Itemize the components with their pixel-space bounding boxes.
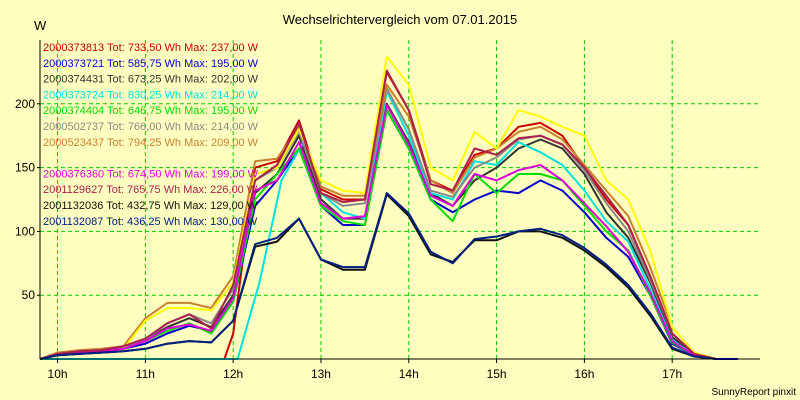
x-tick-label: 17h — [662, 367, 682, 381]
x-tick-label: 16h — [574, 367, 594, 381]
y-tick-label: 50 — [22, 288, 36, 302]
x-tick-label: 10h — [48, 367, 68, 381]
y-tick-label: 100 — [15, 224, 35, 238]
legend-entry: 2001132036 Tot: 432,75 Wh Max: 129,00 W — [43, 200, 258, 212]
footer-credit: SunnyReport pinxit — [712, 387, 797, 398]
legend-entry: 2000502737 Tot: 766,00 Wh Max: 214,00 W — [43, 121, 259, 133]
x-tick-label: 12h — [223, 367, 243, 381]
legend-entry: 2000373724 Tot: 830,25 Wh Max: 214,00 W — [43, 89, 259, 101]
y-axis-label: W — [34, 18, 47, 33]
y-tick-label: 200 — [15, 97, 35, 111]
chart-title: Wechselrichtervergleich vom 07.01.2015 — [283, 12, 518, 27]
series-group — [39, 55, 738, 360]
legend-entry: 2000374404 Tot: 646,75 Wh Max: 195,00 W — [43, 105, 259, 117]
x-tick-label: 15h — [487, 367, 507, 381]
x-tick-label: 13h — [311, 367, 331, 381]
legend-entry: 2000374431 Tot: 673,25 Wh Max: 202,00 W — [43, 74, 259, 86]
legend-entry: 2001129627 Tot: 765,75 Wh Max: 226,00 W — [43, 184, 258, 196]
legend-entry: 2000373721 Tot: 585,75 Wh Max: 195,00 W — [43, 58, 259, 70]
legend: 2000373813 Tot: 733,50 Wh Max: 237,00 W 2… — [43, 42, 259, 228]
legend-entry: 2000376360 Tot: 674,50 Wh Max: 199,00 W — [43, 168, 259, 180]
y-tick-labels: 50 100 150 200 — [15, 97, 40, 302]
x-tick-labels: 10h 11h 12h 13h 14h 15h 16h 17h — [48, 359, 682, 381]
legend-entry: 2000373813 Tot: 733,50 Wh Max: 237,00 W — [43, 42, 259, 54]
x-tick-label: 14h — [399, 367, 419, 381]
series-line-8 — [39, 104, 717, 360]
y-tick-label: 150 — [15, 161, 35, 175]
x-tick-label: 11h — [136, 367, 155, 381]
series-line-9 — [39, 69, 717, 360]
legend-entry: 2001132087 Tot: 436,25 Wh Max: 130,00 W — [43, 216, 258, 228]
series-line-7 — [39, 55, 717, 360]
series-line-11 — [39, 192, 717, 360]
legend-entry: 2000523437 Tot: 794,25 Wh Max: 209,00 W — [43, 137, 259, 149]
